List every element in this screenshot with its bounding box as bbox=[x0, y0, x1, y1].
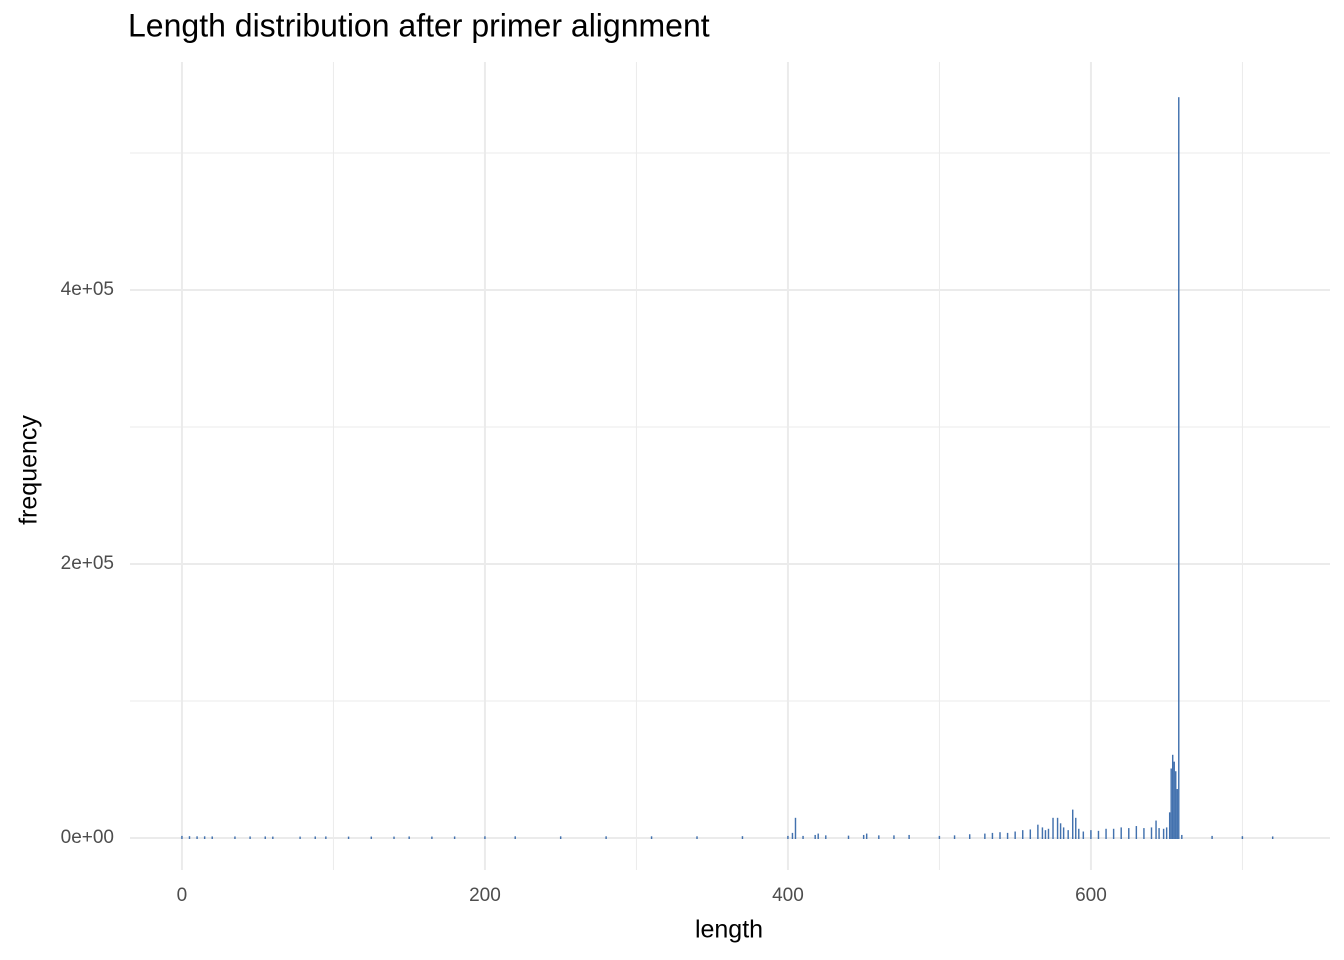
bar bbox=[1097, 830, 1100, 839]
bar bbox=[1162, 828, 1165, 839]
bar bbox=[605, 836, 607, 839]
bar bbox=[188, 836, 191, 839]
bar bbox=[559, 836, 562, 839]
bar bbox=[234, 836, 236, 839]
bar bbox=[878, 835, 880, 839]
bar bbox=[325, 836, 327, 839]
bar bbox=[249, 836, 251, 839]
bar bbox=[999, 832, 1001, 839]
x-tick-label: 600 bbox=[1075, 885, 1107, 906]
bar bbox=[431, 836, 433, 839]
bar bbox=[393, 836, 395, 839]
bar bbox=[893, 835, 895, 839]
bar bbox=[1078, 828, 1080, 839]
bar bbox=[696, 836, 698, 839]
chart-title: Length distribution after primer alignme… bbox=[128, 7, 710, 43]
bar bbox=[1105, 828, 1107, 839]
bar bbox=[862, 834, 865, 839]
bar bbox=[1014, 831, 1016, 839]
bar bbox=[1041, 827, 1044, 839]
bar bbox=[991, 832, 994, 839]
bar bbox=[817, 833, 819, 839]
bar bbox=[908, 834, 910, 839]
bar bbox=[984, 833, 986, 839]
x-tick-label: 200 bbox=[469, 885, 501, 906]
bar bbox=[814, 834, 816, 839]
bar bbox=[1059, 823, 1062, 839]
bar bbox=[968, 834, 971, 839]
bar bbox=[370, 836, 373, 839]
bar bbox=[514, 836, 516, 839]
bar bbox=[1165, 827, 1168, 839]
bar bbox=[1143, 828, 1145, 839]
bar bbox=[272, 836, 274, 839]
bar bbox=[1090, 830, 1092, 839]
bar bbox=[1150, 827, 1153, 839]
bar bbox=[1029, 829, 1032, 839]
bar bbox=[1128, 828, 1130, 839]
bar bbox=[865, 833, 868, 839]
bar bbox=[1120, 827, 1122, 839]
bar bbox=[299, 836, 301, 839]
bar bbox=[211, 836, 213, 839]
y-tick-label: 4e+05 bbox=[61, 279, 114, 300]
bar bbox=[1181, 834, 1183, 839]
bar bbox=[1067, 830, 1069, 839]
x-tick-label: 0 bbox=[177, 885, 188, 906]
bar bbox=[1241, 836, 1244, 839]
bar bbox=[196, 836, 198, 839]
bar bbox=[791, 832, 794, 839]
bar bbox=[484, 836, 486, 839]
y-tick-label: 2e+05 bbox=[61, 553, 114, 574]
bar bbox=[1211, 835, 1213, 839]
bar bbox=[1082, 831, 1085, 839]
y-axis-title: frequency bbox=[15, 415, 43, 525]
bar bbox=[1056, 817, 1059, 839]
bar bbox=[1175, 771, 1177, 839]
bar bbox=[408, 836, 410, 839]
bar bbox=[1022, 830, 1024, 839]
x-tick-label: 400 bbox=[772, 885, 804, 906]
bar bbox=[1047, 828, 1050, 839]
bar bbox=[650, 836, 653, 839]
bar bbox=[1075, 817, 1077, 839]
bar bbox=[1006, 832, 1009, 839]
bar bbox=[825, 835, 827, 839]
bar bbox=[314, 836, 316, 839]
bar bbox=[1112, 828, 1115, 839]
bar bbox=[938, 835, 941, 839]
bar bbox=[264, 836, 266, 839]
bar bbox=[1052, 817, 1054, 839]
bar bbox=[1037, 824, 1039, 839]
bar bbox=[794, 817, 797, 839]
bar bbox=[953, 835, 956, 839]
bar bbox=[181, 835, 183, 839]
bar bbox=[1178, 97, 1180, 839]
bar bbox=[787, 835, 789, 839]
bar bbox=[347, 836, 350, 839]
bar bbox=[1173, 761, 1175, 839]
x-axis-title: length bbox=[695, 916, 763, 944]
bar bbox=[1072, 809, 1074, 839]
bar bbox=[1176, 789, 1178, 839]
bar bbox=[847, 835, 850, 839]
y-tick-label: 0e+00 bbox=[61, 827, 114, 848]
bar bbox=[1044, 830, 1047, 839]
bar bbox=[1062, 827, 1065, 839]
bar bbox=[1135, 826, 1138, 839]
bar bbox=[1168, 812, 1171, 839]
bar bbox=[1155, 820, 1157, 839]
bar bbox=[1170, 768, 1172, 839]
bar bbox=[1158, 828, 1160, 839]
bar bbox=[741, 836, 744, 839]
bar bbox=[1271, 836, 1274, 839]
bar bbox=[203, 836, 206, 839]
bar bbox=[1171, 754, 1174, 839]
bar bbox=[453, 836, 456, 839]
bar bbox=[802, 835, 804, 839]
